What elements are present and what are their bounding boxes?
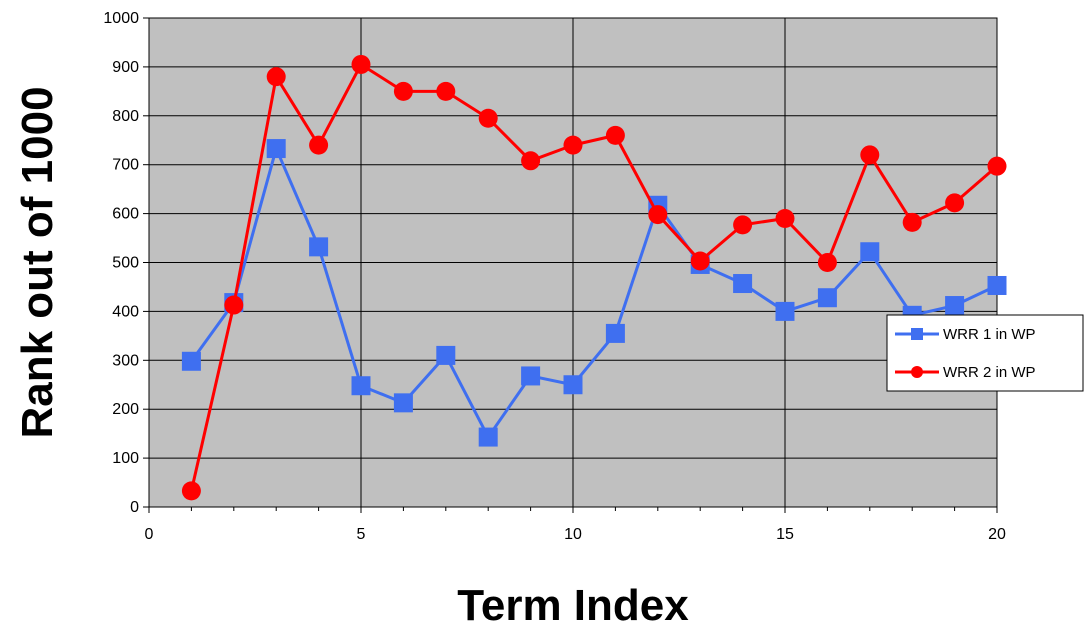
y-tick-label: 900	[112, 59, 139, 76]
series-layer	[181, 54, 1007, 501]
x-axis-title: Term Index	[457, 581, 689, 630]
y-tick-label: 500	[112, 255, 139, 272]
legend-marker	[911, 328, 923, 340]
data-point	[478, 427, 498, 447]
series-line	[189, 62, 998, 492]
data-point	[181, 351, 201, 371]
x-tick-label: 20	[988, 526, 1006, 543]
y-tick-label: 400	[112, 303, 139, 320]
data-point	[945, 296, 965, 316]
legend-box	[886, 314, 1084, 392]
y-tick-label: 100	[112, 450, 139, 467]
y-tick-label: 1000	[103, 10, 139, 27]
data-point	[521, 151, 541, 171]
x-tick-label: 10	[564, 526, 582, 543]
data-point	[436, 81, 456, 101]
data-point	[478, 108, 498, 128]
y-tick-label: 800	[112, 108, 139, 125]
x-tick-label: 15	[776, 526, 794, 543]
data-point	[733, 274, 753, 294]
data-point	[224, 295, 244, 315]
data-point	[860, 242, 880, 262]
y-tick-label: 600	[112, 206, 139, 223]
legend-label: WRR 1 in WP	[943, 326, 1036, 343]
data-point	[309, 237, 329, 257]
legend-item: WRR 1 in WP	[895, 326, 1036, 343]
data-point	[351, 376, 371, 396]
data-point	[309, 135, 329, 155]
axes: 0 100 200 300 400 500 600 700 800 900 1000 0 5 10 15 20	[103, 10, 1006, 543]
data-point	[393, 81, 413, 101]
data-point	[775, 208, 795, 228]
y-tick-label: 300	[112, 352, 139, 369]
legend-item: WRR 2 in WP	[895, 364, 1036, 381]
data-point	[563, 135, 583, 155]
data-point	[266, 67, 286, 87]
y-tick-label: 200	[112, 401, 139, 418]
data-point	[817, 288, 837, 308]
data-point	[521, 366, 541, 386]
data-point	[902, 212, 922, 232]
y-tick-label: 0	[130, 499, 139, 516]
data-point	[860, 145, 880, 165]
x-tick-label: 5	[357, 526, 366, 543]
data-point	[436, 345, 456, 365]
data-point	[563, 375, 583, 395]
data-point	[605, 323, 625, 343]
y-axis-title: Rank out of 1000	[13, 86, 62, 438]
x-tick-label: 0	[145, 526, 154, 543]
data-point	[393, 393, 413, 413]
data-point	[987, 275, 1007, 295]
data-point	[775, 301, 795, 321]
legend-label: WRR 2 in WP	[943, 364, 1036, 381]
gridlines	[149, 18, 997, 507]
y-tick-label: 700	[112, 157, 139, 174]
data-point	[945, 193, 965, 213]
data-point	[605, 125, 625, 145]
data-point	[181, 481, 201, 501]
data-point	[648, 205, 668, 225]
data-point	[351, 54, 371, 74]
series-2	[181, 54, 1007, 501]
legend: WRR 1 in WP WRR 2 in WP	[886, 314, 1084, 392]
data-point	[690, 251, 710, 271]
data-point	[733, 215, 753, 235]
legend-marker	[911, 366, 923, 378]
data-point	[266, 139, 286, 159]
data-point	[987, 156, 1007, 176]
data-point	[817, 253, 837, 272]
